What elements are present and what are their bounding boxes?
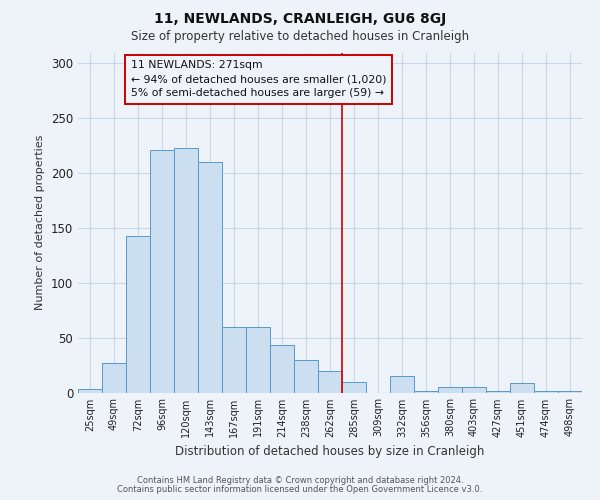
Bar bbox=[270, 346, 294, 393]
Text: Contains HM Land Registry data © Crown copyright and database right 2024.: Contains HM Land Registry data © Crown c… bbox=[137, 476, 463, 485]
Bar bbox=[78, 389, 102, 392]
Bar bbox=[150, 150, 174, 392]
Bar bbox=[462, 387, 486, 392]
Bar bbox=[174, 148, 198, 392]
Bar bbox=[342, 382, 366, 392]
Bar bbox=[102, 363, 126, 392]
Bar bbox=[246, 326, 270, 392]
Bar bbox=[126, 236, 150, 392]
Bar bbox=[438, 387, 462, 392]
Bar bbox=[510, 382, 534, 392]
Text: Contains public sector information licensed under the Open Government Licence v3: Contains public sector information licen… bbox=[118, 484, 482, 494]
Text: Size of property relative to detached houses in Cranleigh: Size of property relative to detached ho… bbox=[131, 30, 469, 43]
Bar bbox=[222, 326, 246, 392]
Bar bbox=[318, 370, 342, 392]
Text: 11 NEWLANDS: 271sqm
← 94% of detached houses are smaller (1,020)
5% of semi-deta: 11 NEWLANDS: 271sqm ← 94% of detached ho… bbox=[131, 60, 386, 98]
X-axis label: Distribution of detached houses by size in Cranleigh: Distribution of detached houses by size … bbox=[175, 445, 485, 458]
Bar bbox=[390, 376, 414, 392]
Bar bbox=[294, 360, 318, 392]
Text: 11, NEWLANDS, CRANLEIGH, GU6 8GJ: 11, NEWLANDS, CRANLEIGH, GU6 8GJ bbox=[154, 12, 446, 26]
Bar bbox=[198, 162, 222, 392]
Y-axis label: Number of detached properties: Number of detached properties bbox=[35, 135, 46, 310]
